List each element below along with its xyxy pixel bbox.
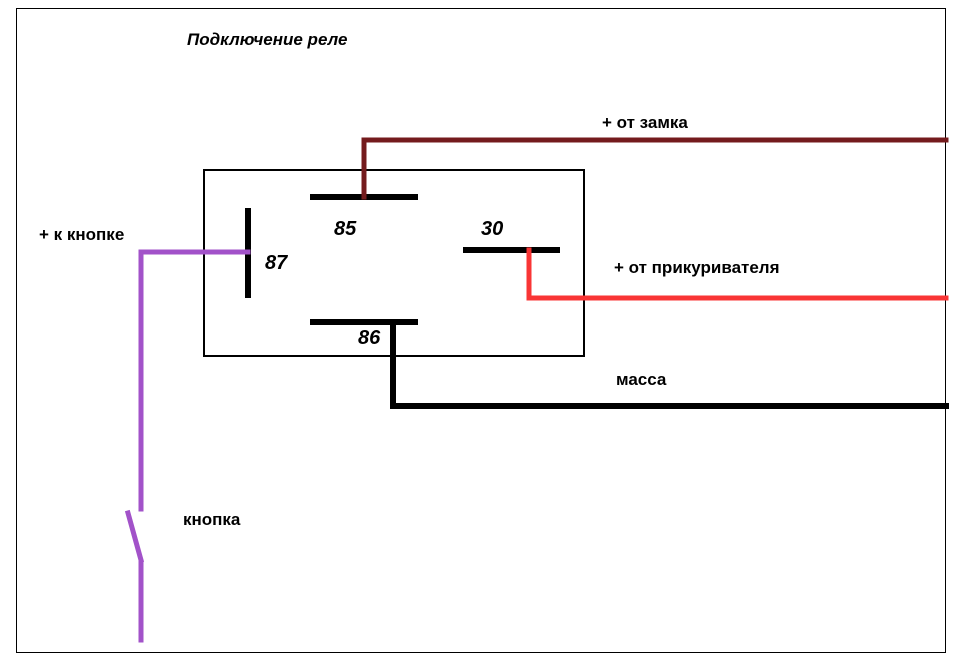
pin-86-label: 86 (358, 327, 380, 350)
wiring-svg (0, 0, 960, 663)
ground-wire (393, 322, 946, 406)
ground-wire-label: масса (616, 370, 666, 390)
button-label: кнопка (183, 510, 240, 530)
to-button-wire-top (141, 252, 248, 509)
pin-30-label: 30 (481, 218, 503, 241)
pin-85-label: 85 (334, 218, 356, 241)
to-button-wire-label: + к кнопке (39, 225, 124, 245)
lighter-wire-label: + от прикуривателя (614, 258, 780, 278)
ignition-wire (364, 140, 946, 197)
diagram-title: Подключение реле (187, 30, 347, 50)
ignition-wire-label: + от замка (602, 113, 688, 133)
pin-87-label: 87 (265, 252, 287, 275)
switch-blade (128, 513, 141, 560)
